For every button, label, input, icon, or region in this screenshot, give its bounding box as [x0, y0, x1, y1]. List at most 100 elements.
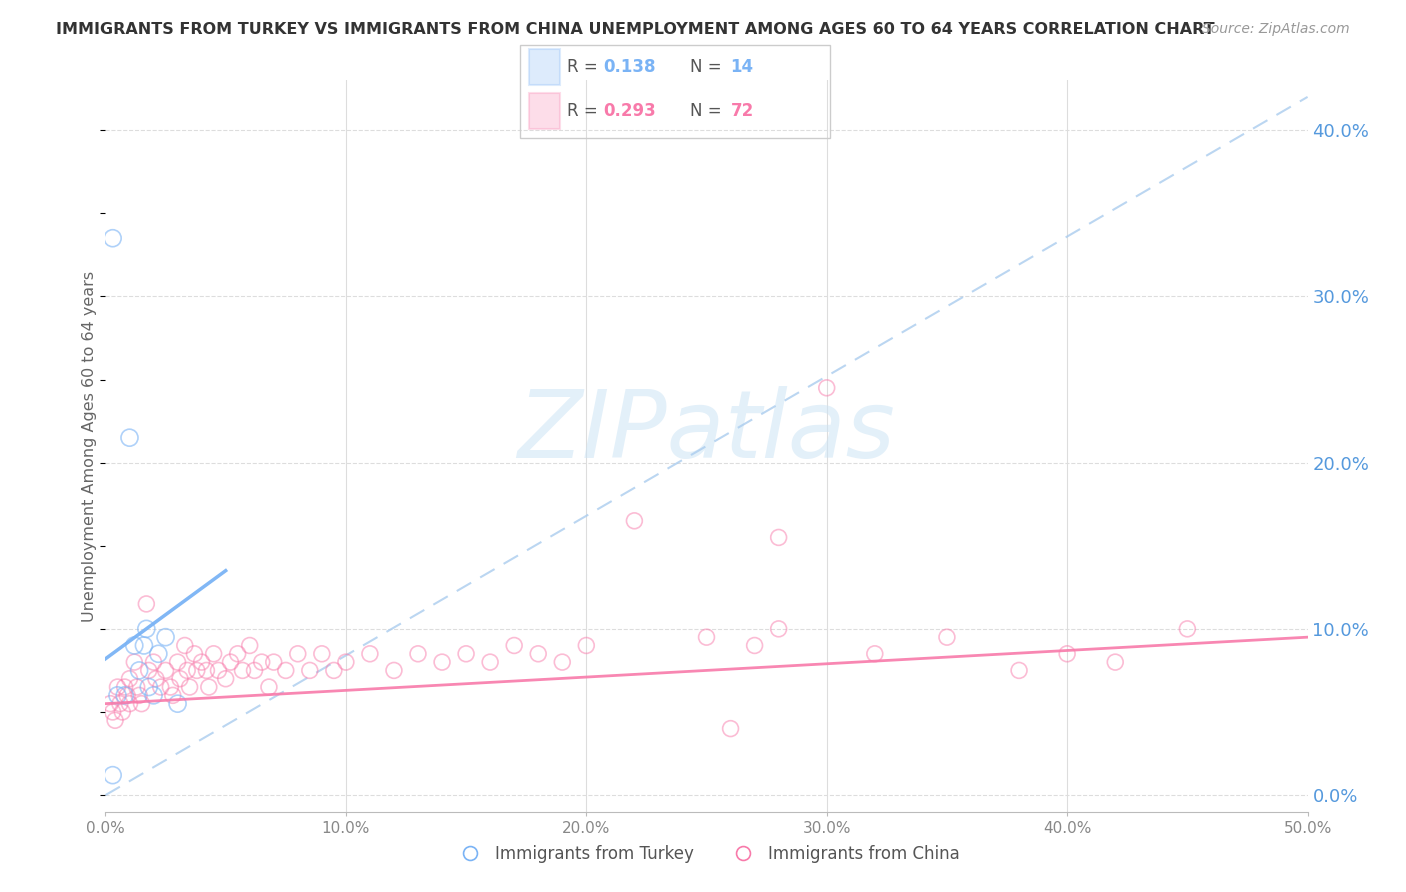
Point [142, 655, 165, 669]
Bar [530, 49, 561, 85]
Point [166, 655, 188, 669]
Point [142, 689, 165, 703]
Text: 0.138: 0.138 [603, 58, 657, 76]
Point [202, 647, 225, 661]
Point [101, 705, 124, 719]
Text: 72: 72 [731, 102, 754, 120]
Point [1056, 647, 1078, 661]
Point [1104, 655, 1126, 669]
Point [207, 664, 229, 678]
Point [1008, 664, 1031, 678]
Point [118, 697, 141, 711]
Point [335, 655, 357, 669]
Point [179, 680, 201, 694]
Point [131, 697, 153, 711]
Point [815, 381, 838, 395]
Point [551, 655, 574, 669]
Point [527, 647, 550, 661]
Point [382, 664, 405, 678]
Text: R =: R = [567, 102, 603, 120]
Point [198, 680, 221, 694]
Point [128, 689, 150, 703]
Point [138, 680, 160, 694]
Point [135, 622, 157, 636]
Point [287, 647, 309, 661]
Point [148, 647, 170, 661]
Point [720, 722, 742, 736]
Point [138, 664, 160, 678]
Point [623, 514, 645, 528]
Point [107, 680, 129, 694]
Point [125, 680, 148, 694]
Point [768, 622, 790, 636]
Point [195, 664, 218, 678]
Point [124, 655, 146, 669]
Point [111, 705, 134, 719]
Point [311, 647, 333, 661]
Point [226, 647, 249, 661]
Point [250, 655, 273, 669]
Point [263, 655, 285, 669]
Text: N =: N = [690, 102, 727, 120]
Point [430, 655, 453, 669]
Point [231, 664, 253, 678]
Point [128, 664, 150, 678]
Point [135, 597, 157, 611]
Point [115, 689, 138, 703]
Point [104, 714, 127, 728]
Point [155, 630, 177, 644]
Point [503, 639, 526, 653]
Point [155, 664, 177, 678]
Point [173, 639, 195, 653]
Point [744, 639, 766, 653]
Point [169, 672, 191, 686]
Text: ZIPatlas: ZIPatlas [517, 386, 896, 477]
Point [176, 664, 198, 678]
Point [406, 647, 429, 661]
Point [359, 647, 381, 661]
Point [166, 697, 188, 711]
Point [108, 697, 131, 711]
Point [863, 647, 886, 661]
Point [162, 689, 184, 703]
Point [1175, 622, 1198, 636]
Y-axis label: Unemployment Among Ages 60 to 64 years: Unemployment Among Ages 60 to 64 years [82, 270, 97, 622]
Point [101, 768, 124, 782]
Text: 0.293: 0.293 [603, 102, 657, 120]
Text: 14: 14 [731, 58, 754, 76]
Point [696, 630, 718, 644]
Point [186, 664, 208, 678]
Point [219, 655, 242, 669]
Point [298, 664, 321, 678]
Point [243, 664, 266, 678]
Text: R =: R = [567, 58, 603, 76]
Point [145, 672, 167, 686]
Legend: Immigrants from Turkey, Immigrants from China: Immigrants from Turkey, Immigrants from … [446, 838, 967, 869]
Point [479, 655, 502, 669]
Point [274, 664, 297, 678]
Text: N =: N = [690, 58, 727, 76]
Point [114, 680, 136, 694]
Point [98, 697, 121, 711]
Point [149, 680, 172, 694]
Text: Source: ZipAtlas.com: Source: ZipAtlas.com [1202, 22, 1350, 37]
Point [214, 672, 236, 686]
Text: IMMIGRANTS FROM TURKEY VS IMMIGRANTS FROM CHINA UNEMPLOYMENT AMONG AGES 60 TO 64: IMMIGRANTS FROM TURKEY VS IMMIGRANTS FRO… [56, 22, 1215, 37]
Point [257, 680, 280, 694]
Point [107, 689, 129, 703]
Point [575, 639, 598, 653]
Point [114, 689, 136, 703]
Point [101, 231, 124, 245]
Point [190, 655, 212, 669]
Point [768, 530, 790, 544]
Point [239, 639, 262, 653]
Point [118, 672, 141, 686]
Point [936, 630, 959, 644]
Point [183, 647, 205, 661]
Bar [530, 94, 561, 129]
Point [159, 680, 181, 694]
Point [118, 431, 141, 445]
Point [132, 639, 155, 653]
Point [322, 664, 344, 678]
Point [454, 647, 477, 661]
